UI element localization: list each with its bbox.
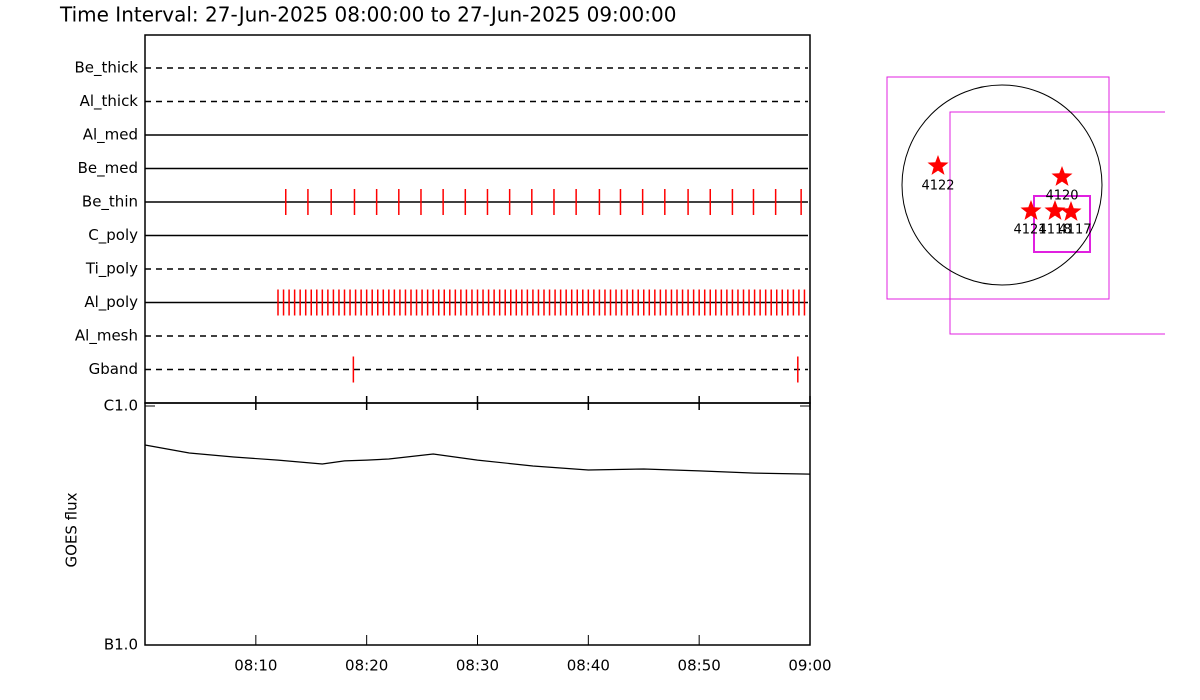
region-star <box>1044 200 1066 220</box>
x-tick-label: 08:40 <box>567 657 610 675</box>
x-tick-label: 08:50 <box>678 657 721 675</box>
x-tick-label: 08:20 <box>345 657 388 675</box>
row-label: Gband <box>89 360 138 378</box>
sun-map: 4122 4120 4121 4118 4117 <box>886 76 1165 335</box>
y-tick-label: B1.0 <box>104 636 138 654</box>
region-label: 4117 <box>1058 223 1091 238</box>
fov-box <box>886 76 1110 300</box>
fov-box <box>1033 195 1091 253</box>
region-label: 4120 <box>1045 189 1078 204</box>
region-label: 4122 <box>921 179 954 194</box>
goes-frame <box>144 402 811 646</box>
row-label: Be_thick <box>74 59 138 78</box>
region-label: 4118 <box>1038 223 1071 238</box>
x-tick-label: 09:00 <box>788 657 831 675</box>
row-label: Al_thick <box>80 92 139 111</box>
timeline-frame <box>144 34 811 404</box>
x-tick-label: 08:10 <box>234 657 277 675</box>
row-label: C_poly <box>88 226 138 245</box>
y-axis-label: GOES flux <box>63 492 81 567</box>
row-label: Be_thin <box>82 193 138 212</box>
row-label: Al_mesh <box>75 327 138 346</box>
y-tick-label: C1.0 <box>104 397 138 415</box>
row-label: Al_poly <box>84 293 138 312</box>
row-label: Ti_poly <box>85 260 138 279</box>
region-star <box>1051 166 1073 186</box>
solar-disk <box>901 84 1103 286</box>
region-star <box>927 155 949 175</box>
region-star <box>1020 200 1042 220</box>
row-label: Al_med <box>83 126 138 145</box>
x-tick-label: 08:30 <box>456 657 499 675</box>
fov-box <box>949 111 1165 335</box>
region-label: 4121 <box>1013 223 1046 238</box>
region-star <box>1060 201 1082 221</box>
row-label: Be_med <box>78 159 138 178</box>
goes-curve <box>144 444 811 475</box>
chart-title: Time Interval: 27-Jun-2025 08:00:00 to 2… <box>59 3 676 27</box>
